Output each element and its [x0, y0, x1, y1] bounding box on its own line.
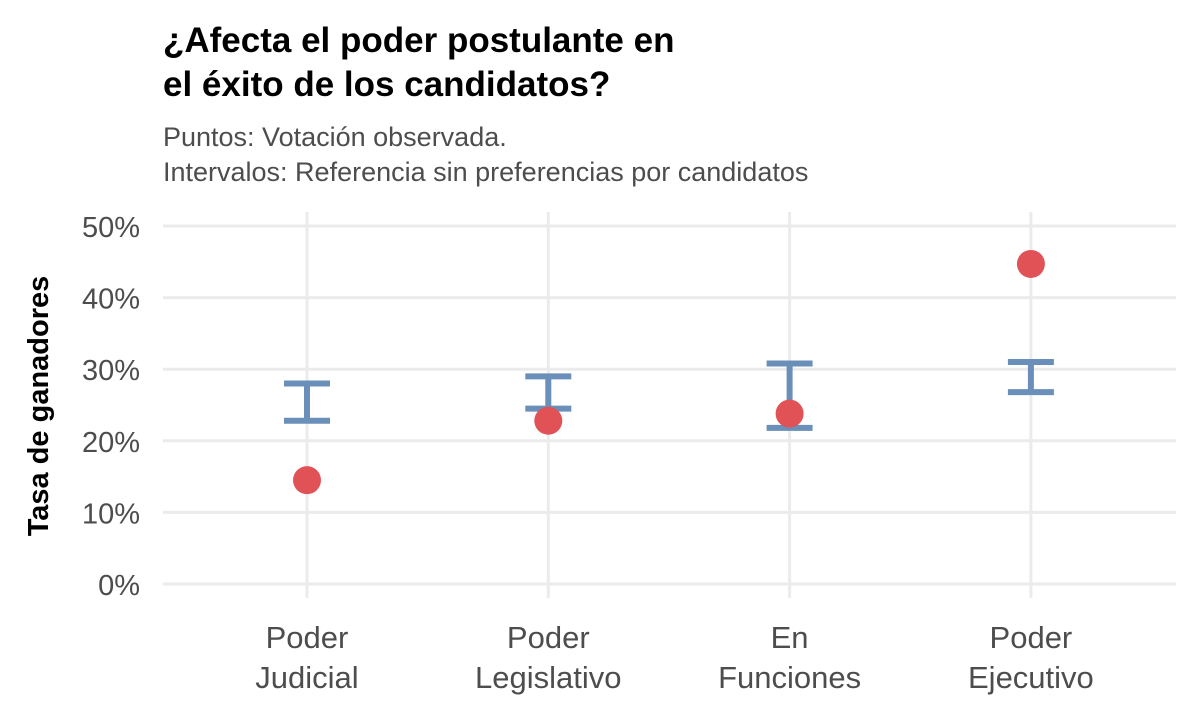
- interval-3: [1007, 359, 1054, 396]
- y-tick-label-20: 20%: [82, 427, 140, 459]
- y-axis-ticks: 0% 10% 20% 30% 40% 50%: [82, 212, 140, 602]
- observed-point-1: [534, 406, 563, 435]
- x-tick-label-2-line-1: En: [771, 620, 809, 655]
- grid-layer: [163, 212, 1176, 598]
- chart-title-line-2: el éxito de los candidatos?: [163, 65, 610, 104]
- x-tick-label-1-line-2: Legislativo: [475, 660, 621, 695]
- y-tick-label-50: 50%: [82, 212, 140, 244]
- x-tick-label-0-line-2: Judicial: [255, 660, 358, 695]
- x-axis-ticks: Poder Judicial Poder Legislativo En Funciones…: [255, 620, 1093, 695]
- x-tick-label-1-line-1: Poder: [507, 620, 590, 655]
- observed-point-2: [775, 399, 804, 428]
- interval-0: [284, 380, 330, 424]
- chart-title-line-1: ¿Afecta el poder postulante en: [163, 21, 674, 60]
- y-tick-label-30: 30%: [82, 355, 140, 387]
- chart-titles: ¿Afecta el poder postulante en el éxito …: [163, 21, 808, 187]
- x-tick-label-3-line-2: Ejecutivo: [968, 660, 1094, 695]
- point-series: [293, 249, 1045, 495]
- interval-1: [525, 373, 572, 412]
- observed-point-0: [293, 466, 321, 495]
- x-tick-label-0-line-1: Poder: [266, 620, 349, 655]
- x-tick-label-3-line-1: Poder: [990, 620, 1073, 655]
- y-tick-label-40: 40%: [82, 284, 140, 316]
- observed-point-3: [1016, 249, 1045, 278]
- y-tick-label-0: 0%: [98, 570, 140, 602]
- y-tick-label-10: 10%: [82, 498, 140, 530]
- interval-series: [284, 359, 1054, 431]
- chart-subtitle-line-2: Intervalos: Referencia sin preferencias …: [163, 157, 808, 187]
- chart-subtitle-line-1: Puntos: Votación observada.: [163, 122, 507, 152]
- x-tick-label-2-line-2: Funciones: [718, 660, 861, 695]
- y-axis-label: Tasa de ganadores: [23, 276, 55, 537]
